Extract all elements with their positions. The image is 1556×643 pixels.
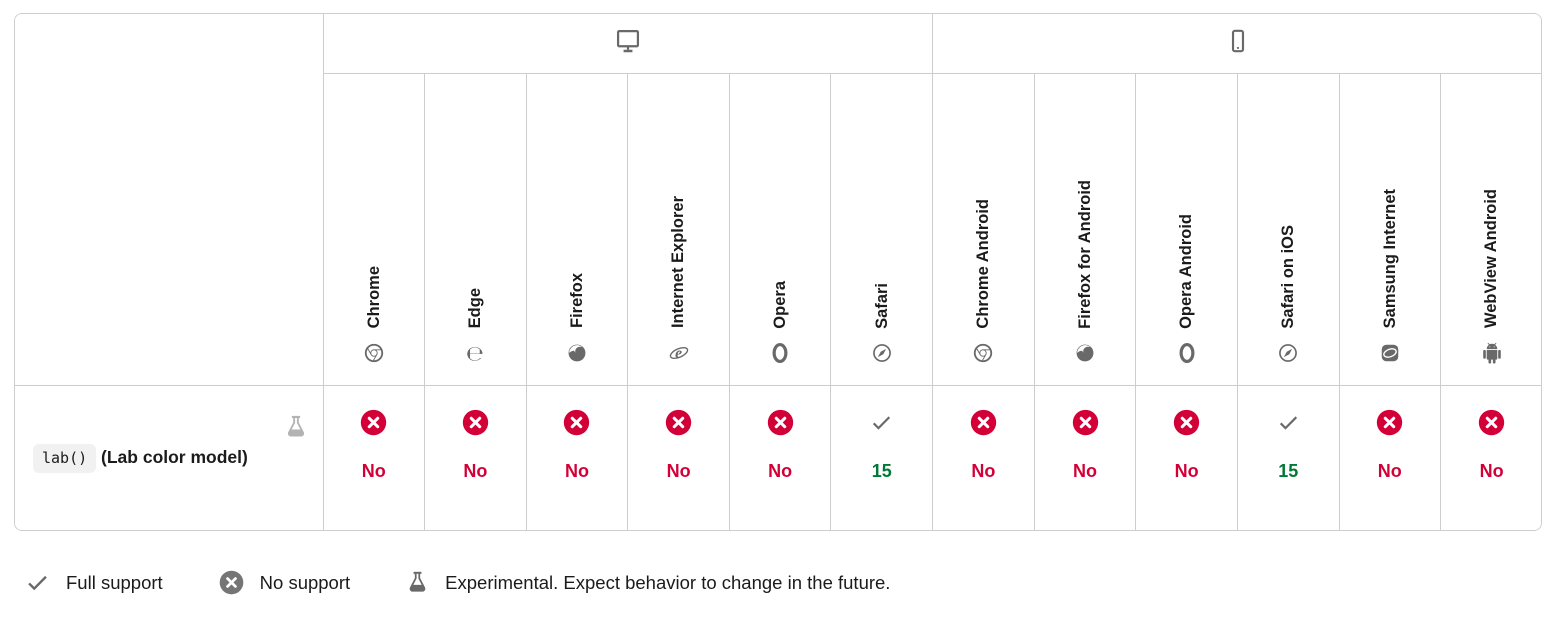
- support-value: No: [1377, 460, 1402, 481]
- legend-label: No support: [259, 571, 351, 593]
- no-support-icon: [1172, 408, 1201, 437]
- edge-icon: [464, 342, 486, 364]
- browser-name: Internet Explorer: [669, 196, 688, 329]
- chrome-icon: [972, 342, 994, 364]
- support-cell-opera[interactable]: No: [728, 384, 831, 530]
- opera-icon: [1176, 342, 1198, 364]
- browser-name: Chrome Android: [974, 198, 993, 329]
- browser-header-chrome: Chrome: [322, 72, 425, 385]
- no-support-icon: [1375, 408, 1404, 437]
- support-cell-edge[interactable]: No: [424, 384, 527, 530]
- support-cell-safari-ios[interactable]: 15: [1236, 384, 1339, 530]
- support-cell-samsung-internet[interactable]: No: [1338, 384, 1441, 530]
- legend-label: Full support: [66, 571, 163, 593]
- support-cell-opera-android[interactable]: No: [1135, 384, 1238, 530]
- browser-header-opera-android: Opera Android: [1135, 72, 1238, 385]
- browser-name: Safari: [872, 282, 891, 329]
- no-support-icon: [1477, 408, 1506, 437]
- opera-icon: [769, 342, 791, 364]
- browser-header-safari-ios: Safari on iOS: [1236, 72, 1339, 385]
- support-cell-internet-explorer[interactable]: No: [627, 384, 730, 530]
- firefox-icon: [566, 342, 588, 364]
- legend-item-experimental: Experimental. Expect behavior to change …: [405, 570, 890, 595]
- browser-name: Opera Android: [1177, 213, 1196, 329]
- browser-name: Samsung Internet: [1380, 189, 1399, 329]
- browser-name: Firefox for Android: [1075, 179, 1094, 329]
- full-support-check-icon: [24, 569, 51, 596]
- support-value: No: [666, 460, 691, 481]
- support-cell-chrome[interactable]: No: [322, 384, 425, 530]
- chrome-icon: [363, 342, 385, 364]
- browser-header-internet-explorer: Internet Explorer: [627, 72, 730, 385]
- browser-name: Edge: [466, 288, 485, 329]
- browser-header-webview-android: WebView Android: [1440, 72, 1541, 385]
- browser-name: Chrome: [364, 266, 383, 329]
- browser-compat-table: Chrome Edge Firefox Internet Explorer: [14, 13, 1542, 531]
- feature-support-row: lab() (Lab color model) No No No: [15, 384, 1541, 530]
- browser-name: Opera: [770, 280, 789, 329]
- legend-item-no-support: No support: [218, 569, 351, 596]
- experimental-flask-icon: [283, 414, 309, 440]
- feature-name: lab() (Lab color model): [33, 437, 248, 478]
- support-cell-firefox-android[interactable]: No: [1033, 384, 1136, 530]
- browser-name: Firefox: [567, 273, 586, 329]
- legend: Full support No support Experimental. Ex…: [24, 569, 1542, 596]
- safari-icon: [1277, 342, 1299, 364]
- corner-cell: [15, 14, 323, 385]
- browser-header-samsung-internet: Samsung Internet: [1338, 72, 1441, 385]
- browser-header-firefox: Firefox: [525, 72, 628, 385]
- browser-name: WebView Android: [1482, 189, 1501, 329]
- no-support-icon: [1071, 408, 1100, 437]
- support-value: 15: [871, 460, 892, 481]
- no-support-icon: [218, 569, 245, 596]
- browser-header-safari: Safari: [830, 72, 933, 385]
- full-support-check-icon: [869, 410, 894, 435]
- full-support-check-icon: [1276, 410, 1301, 435]
- no-support-icon: [766, 408, 795, 437]
- internet-explorer-icon: [668, 342, 690, 364]
- support-value: No: [1479, 460, 1504, 481]
- browser-header-chrome-android: Chrome Android: [932, 72, 1035, 385]
- mobile-platform-header: [932, 14, 1541, 73]
- support-cell-chrome-android[interactable]: No: [932, 384, 1035, 530]
- feature-code: lab(): [33, 444, 97, 474]
- support-value: No: [463, 460, 488, 481]
- support-value: 15: [1278, 460, 1299, 481]
- browser-header-row: Chrome Edge Firefox Internet Explorer: [15, 72, 1541, 385]
- desktop-icon: [613, 27, 643, 55]
- support-value: No: [971, 460, 996, 481]
- support-cell-firefox[interactable]: No: [525, 384, 628, 530]
- browser-header-firefox-android: Firefox for Android: [1033, 72, 1136, 385]
- support-value: No: [361, 460, 386, 481]
- mobile-icon: [1225, 27, 1251, 55]
- platform-header-row: [15, 14, 1541, 385]
- firefox-icon: [1074, 342, 1096, 364]
- support-value: No: [768, 460, 793, 481]
- support-value: No: [1073, 460, 1098, 481]
- no-support-icon: [562, 408, 591, 437]
- legend-label: Experimental. Expect behavior to change …: [445, 571, 891, 593]
- feature-description: (Lab color model): [101, 447, 248, 468]
- legend-item-full-support: Full support: [24, 569, 163, 596]
- support-cell-safari[interactable]: 15: [830, 384, 933, 530]
- compat-table: Chrome Edge Firefox Internet Explorer: [15, 14, 1541, 530]
- support-value: No: [1174, 460, 1199, 481]
- browser-header-edge: Edge: [424, 72, 527, 385]
- experimental-flask-icon: [405, 570, 430, 595]
- support-cell-webview-android[interactable]: No: [1440, 384, 1541, 530]
- browser-name: Safari on iOS: [1278, 224, 1297, 329]
- support-value: No: [564, 460, 589, 481]
- samsung-internet-icon: [1379, 342, 1401, 364]
- desktop-platform-header: [322, 14, 933, 73]
- no-support-icon: [359, 408, 388, 437]
- no-support-icon: [969, 408, 998, 437]
- no-support-icon: [461, 408, 490, 437]
- browser-header-opera: Opera: [728, 72, 831, 385]
- feature-name-cell: lab() (Lab color model): [15, 384, 323, 530]
- safari-icon: [871, 342, 893, 364]
- webview-android-icon: [1481, 342, 1503, 364]
- no-support-icon: [664, 408, 693, 437]
